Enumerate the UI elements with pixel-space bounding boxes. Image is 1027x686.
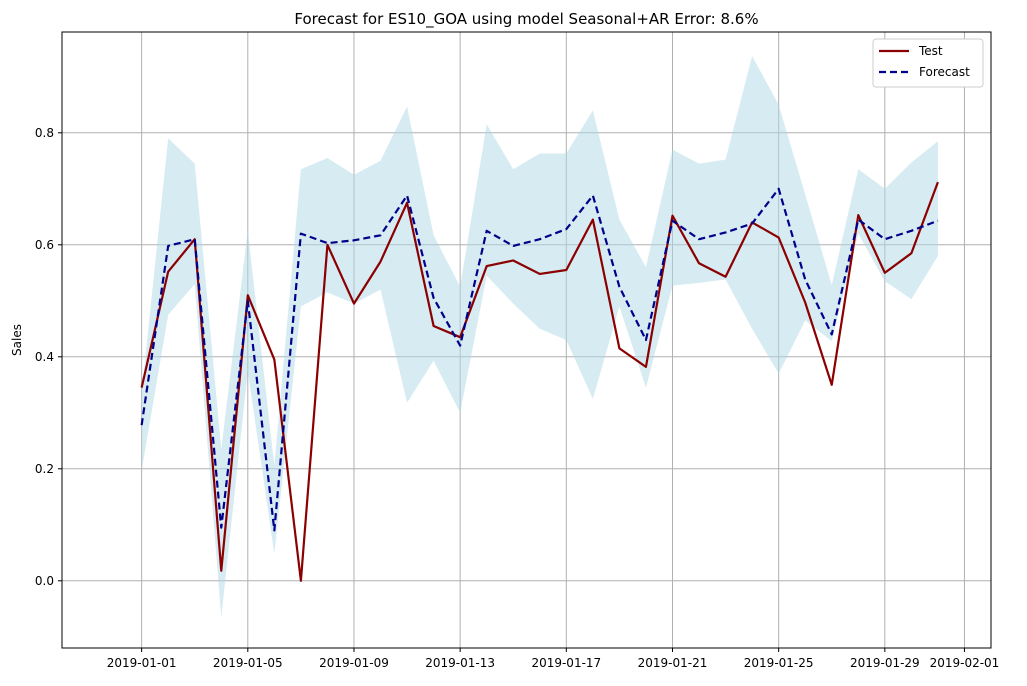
chart-title: Forecast for ES10_GOA using model Season… [294, 10, 758, 29]
y-tick-label: 0.8 [35, 126, 54, 140]
x-tick-label: 2019-01-25 [744, 656, 814, 670]
x-tick-label: 2019-01-21 [638, 656, 708, 670]
y-tick-label: 0.0 [35, 574, 54, 588]
x-tick-label: 2019-01-05 [213, 656, 283, 670]
legend-forecast-label: Forecast [919, 65, 970, 79]
y-tick-label: 0.6 [35, 238, 54, 252]
y-tick-label: 0.2 [35, 462, 54, 476]
series-lines [140, 181, 939, 582]
y-tick-label: 0.4 [35, 350, 54, 364]
plot-frame [61, 31, 992, 649]
forecast-interval-area [141, 56, 938, 618]
forecast-interval-band [141, 56, 938, 618]
legend: Test Forecast [872, 38, 984, 88]
test-series-line [140, 181, 939, 582]
x-tick-label: 2019-01-29 [850, 656, 920, 670]
legend-test-label: Test [918, 44, 943, 58]
forecast-series-line [140, 187, 939, 532]
y-axis-label: Sales [10, 324, 24, 356]
x-tick-label: 2019-02-01 [930, 656, 1000, 670]
x-tick-label: 2019-01-13 [425, 656, 495, 670]
axis-ticks: 2019-01-01 2019-01-05 2019-01-09 2019-01-13… [35, 126, 999, 670]
x-tick-label: 2019-01-01 [107, 656, 177, 670]
x-tick-label: 2019-01-17 [531, 656, 601, 670]
x-tick-label: 2019-01-09 [319, 656, 389, 670]
